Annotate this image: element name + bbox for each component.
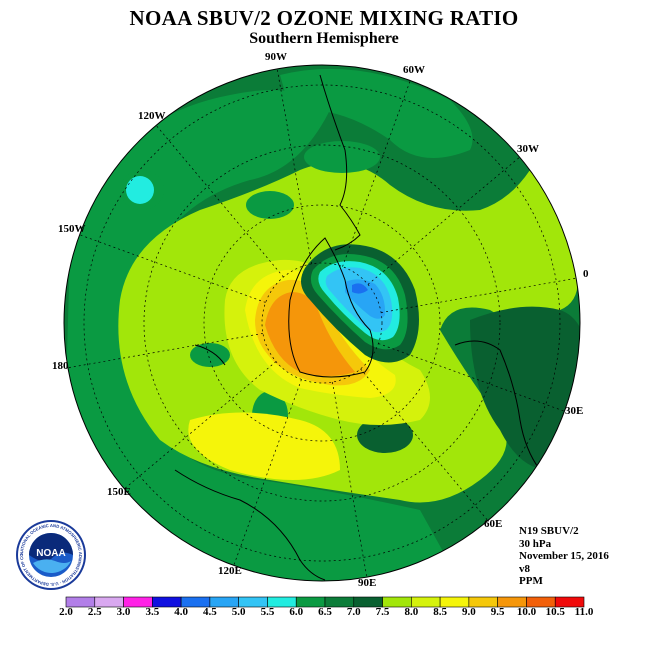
colorbar-label: 5.0 <box>231 606 246 618</box>
colorbar-label: 8.5 <box>433 606 447 618</box>
info-units: PPM <box>519 575 543 587</box>
coastline-south-america <box>319 74 361 251</box>
colorbar-label: 4.5 <box>203 606 217 618</box>
lon-label-60e: 60E <box>484 518 503 530</box>
colorbar-label: 6.5 <box>318 606 332 618</box>
field-orange <box>265 292 355 376</box>
lon-label-120w: 120W <box>138 110 166 122</box>
lon-label-90e: 90E <box>358 577 377 589</box>
lon-label-90w: 90W <box>265 51 287 63</box>
coastline-africa <box>454 340 541 471</box>
colorbar-label: 7.0 <box>346 606 361 618</box>
latitude-circle-1 <box>261 262 383 384</box>
colorbar-label: 3.0 <box>116 606 131 618</box>
field-mid-green-top <box>280 68 473 158</box>
field-yellow-south <box>188 412 340 480</box>
lon-label-180: 180 <box>52 360 69 372</box>
info-date: November 15, 2016 <box>519 550 609 562</box>
coastline-antarctica <box>288 237 374 378</box>
meridian-lines <box>67 68 577 578</box>
colorbar-label: 3.5 <box>145 606 160 618</box>
info-block: N19 SBUV/2 30 hPa November 15, 2016 v8 P… <box>519 525 609 588</box>
lon-label-30e: 30E <box>565 405 584 417</box>
ozone-field <box>64 65 580 581</box>
lon-label-120e: 120E <box>218 565 242 577</box>
meridian-line <box>381 277 577 313</box>
colorbar-label: 5.5 <box>260 606 275 618</box>
colorbar-label: 8.0 <box>404 606 419 618</box>
latitude-circle-2 <box>203 204 441 442</box>
latitude-circle-4 <box>83 84 561 562</box>
info-version: v8 <box>519 562 530 575</box>
colorbar-label: 2.0 <box>59 606 73 618</box>
coastline-australia <box>174 469 326 581</box>
lon-label-150w: 150W <box>58 223 86 235</box>
lon-label-0: 0 <box>583 268 589 280</box>
field-mid-green-left <box>64 90 470 581</box>
chart-subtitle: Southern Hemisphere <box>249 30 399 47</box>
map-border <box>63 64 581 582</box>
colorbar-label: 6.0 <box>289 606 304 618</box>
lon-label-30w: 30W <box>517 143 539 155</box>
meridian-line <box>342 80 411 267</box>
svg-text:NOAA: NOAA <box>36 548 65 559</box>
chart-title: NOAA SBUV/2 OZONE MIXING RATIO <box>129 6 519 30</box>
colorbar-label: 9.5 <box>490 606 505 618</box>
field-green-blob-1 <box>304 141 380 173</box>
colorbar-label: 10.0 <box>516 606 537 618</box>
field-green-blob-5 <box>190 343 230 367</box>
lon-label-150e: 150E <box>107 486 131 498</box>
noaa-logo: NATIONAL OCEANIC AND ATMOSPHERIC ADMINIS… <box>15 519 86 590</box>
info-level: 30 hPa <box>519 537 552 550</box>
latitude-circle-3 <box>143 144 501 502</box>
info-satellite: N19 SBUV/2 <box>519 525 579 537</box>
colorbar-label: 2.5 <box>87 606 102 618</box>
colorbar-label: 9.0 <box>462 606 476 618</box>
colorbar-label: 7.5 <box>375 606 390 618</box>
colorbar-label: 4.0 <box>174 606 188 618</box>
coastline-new-zealand <box>194 344 226 366</box>
colorbar-swatch <box>554 596 585 608</box>
lon-label-60w: 60W <box>403 64 425 76</box>
meridian-line <box>332 382 368 578</box>
colorbar-label: 11.0 <box>574 606 594 618</box>
colorbar-label: 10.5 <box>545 606 565 618</box>
field-green-blob-4 <box>357 417 413 453</box>
field-cyan-spot <box>126 176 154 204</box>
field-hole-deep-blue <box>352 283 368 294</box>
